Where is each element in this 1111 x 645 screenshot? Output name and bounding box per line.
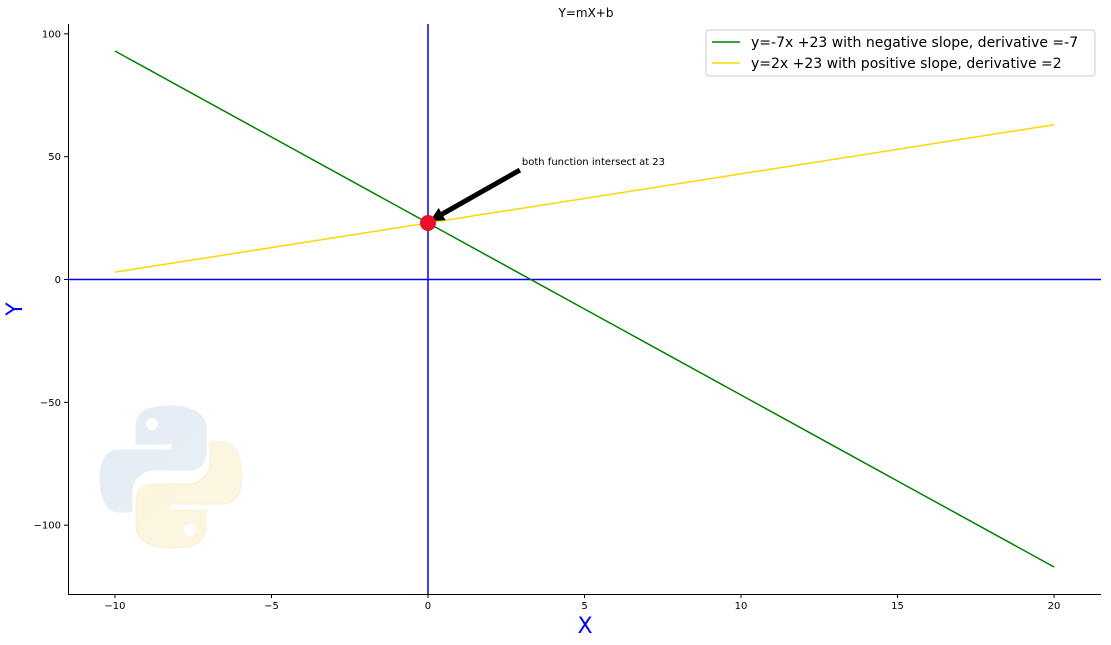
y-ticks: 100 50 0 −50 −100 — [34, 29, 68, 532]
series-line-negative-slope — [114, 50, 1055, 568]
y-tick-label: 0 — [55, 275, 61, 286]
y-tick-label: 50 — [48, 152, 61, 163]
x-tick-label: 15 — [891, 601, 904, 612]
chart-title: Y=mX+b — [558, 6, 614, 20]
legend-entry-negative-slope: y=-7x +23 with negative slope, derivativ… — [751, 35, 1078, 51]
annotation-arrow-shaft — [440, 167, 522, 217]
y-tick-label: 100 — [42, 29, 61, 40]
x-axis-label: X — [577, 614, 592, 639]
x-tick-label: 20 — [1048, 601, 1061, 612]
x-tick-label: 5 — [581, 601, 587, 612]
legend: y=-7x +23 with negative slope, derivativ… — [705, 29, 1096, 77]
y-tick-label: −50 — [40, 398, 61, 409]
legend-entry-positive-slope: y=2x +23 with positive slope, derivative… — [751, 56, 1062, 72]
x-tick-label: −5 — [264, 601, 279, 612]
intersection-point — [419, 215, 436, 232]
y-axis-label: Y — [3, 302, 28, 317]
x-tick-label: 0 — [425, 601, 431, 612]
x-tick-label: −10 — [104, 601, 125, 612]
x-tick-label: 10 — [735, 601, 748, 612]
x-ticks: −10 −5 0 5 10 15 20 — [104, 594, 1060, 612]
annotation: both function intersect at 23 — [429, 157, 665, 222]
y-tick-label: −100 — [34, 521, 61, 532]
python-logo-watermark — [99, 405, 243, 549]
series-layer — [114, 50, 1055, 568]
series-line-positive-slope — [114, 123, 1055, 273]
legend-frame — [705, 29, 1096, 77]
annotation-text: both function intersect at 23 — [522, 157, 665, 168]
